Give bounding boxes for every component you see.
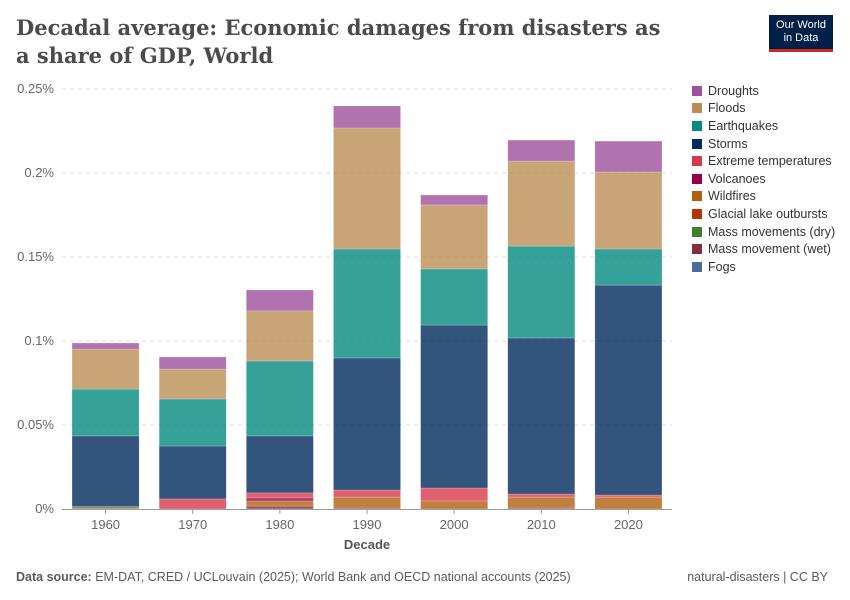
- bar-segment-earthquakes: [594, 248, 663, 286]
- legend-swatch: [692, 173, 702, 184]
- legend-swatch: [692, 208, 702, 219]
- legend-swatch: [692, 244, 702, 255]
- legend-item[interactable]: Volcanoes: [692, 170, 835, 188]
- bar-segment-floods: [594, 171, 663, 250]
- legend-label: Droughts: [708, 83, 759, 98]
- bar-segment-volcanoes: [246, 497, 314, 502]
- y-tick-label: 0.15%: [17, 249, 54, 264]
- legend-swatch: [692, 103, 702, 114]
- legend-label: Storms: [708, 136, 748, 151]
- logo-line1: Our World: [776, 19, 826, 31]
- legend-label: Earthquakes: [708, 118, 779, 133]
- bar-segment-wildfires: [420, 500, 488, 510]
- legend-item[interactable]: Storms: [692, 135, 835, 153]
- bar-segment-droughts: [420, 194, 488, 206]
- legend-swatch: [692, 226, 702, 237]
- legend-swatch: [692, 191, 702, 202]
- bar-segment-droughts: [246, 289, 314, 312]
- bar-segment-earthquakes: [158, 398, 227, 447]
- bar-segment-floods: [71, 348, 140, 390]
- data-source: Data source: EM-DAT, CRED / UCLouvain (2…: [16, 570, 571, 584]
- x-tick-label: 2010: [527, 517, 556, 532]
- y-tick-label: 0%: [35, 501, 54, 516]
- legend-item[interactable]: Floods: [692, 100, 835, 118]
- y-tick-label: 0.05%: [17, 417, 54, 432]
- bar-segment-floods: [333, 127, 401, 250]
- x-tick-label: 2000: [440, 517, 469, 532]
- logo-line2: in Data: [783, 32, 819, 44]
- bar-segment-storms: [333, 357, 401, 491]
- source-text: EM-DAT, CRED / UCLouvain (2025); World B…: [95, 570, 571, 584]
- bar-segment-mass-movement-wet-: [246, 505, 314, 510]
- bar-segment-floods: [420, 204, 488, 270]
- bar-segment-extreme-temperatures: [158, 498, 227, 510]
- legend-item[interactable]: Wildfires: [692, 188, 835, 206]
- legend-swatch: [692, 85, 702, 96]
- legend-item[interactable]: Fogs: [692, 258, 835, 276]
- bar-segment-wildfires: [507, 496, 576, 509]
- legend-item[interactable]: Mass movements (dry): [692, 223, 835, 241]
- bar-segment-earthquakes: [246, 360, 314, 437]
- bar-segment-earthquakes: [420, 268, 488, 326]
- legend: Droughts Floods Earthquakes Storms Extreme t…: [692, 82, 835, 276]
- x-tick-label: 1970: [178, 517, 207, 532]
- x-tick-label: 2020: [614, 517, 643, 532]
- bar-segment-storms: [246, 435, 314, 494]
- bar-segment-wildfires: [333, 496, 401, 509]
- bar-segment-wildfires: [246, 500, 314, 507]
- y-tick-label: 0.2%: [24, 165, 54, 180]
- x-tick-label: 1980: [265, 517, 294, 532]
- x-axis-label: Decade: [344, 537, 390, 552]
- bar-segment-droughts: [158, 356, 227, 370]
- bar-segment-extreme-temperatures: [507, 493, 576, 498]
- legend-label: Wildfires: [708, 189, 756, 204]
- bar-segment-droughts: [333, 105, 401, 129]
- legend-label: Glacial lake outbursts: [708, 206, 828, 221]
- legend-item[interactable]: Earthquakes: [692, 117, 835, 135]
- legend-label: Mass movement (wet): [708, 242, 831, 257]
- source-label: Data source:: [16, 570, 92, 584]
- bar-segment-storms: [594, 284, 663, 496]
- bar-segment-extreme-temperatures: [594, 494, 663, 498]
- chart-title: Decadal average: Economic damages from d…: [16, 15, 661, 68]
- legend-swatch: [692, 261, 702, 272]
- bar-segment-mass-movements-dry-: [71, 506, 140, 509]
- legend-swatch: [692, 156, 702, 167]
- legend-label: Floods: [708, 101, 746, 116]
- legend-swatch: [692, 138, 702, 149]
- bar-segment-storms: [420, 324, 488, 489]
- bar-segment-earthquakes: [333, 248, 401, 359]
- bar-segment-storms: [158, 445, 227, 500]
- legend-item[interactable]: Glacial lake outbursts: [692, 205, 835, 223]
- legend-item[interactable]: Droughts: [692, 82, 835, 100]
- owid-logo[interactable]: Our World in Data: [769, 15, 833, 52]
- bar-segment-storms: [71, 435, 140, 507]
- license[interactable]: natural-disasters | CC BY: [687, 570, 828, 584]
- legend-label: Volcanoes: [708, 171, 766, 186]
- y-tick-label: 0.25%: [17, 81, 54, 96]
- bar-segment-earthquakes: [507, 245, 576, 339]
- bar-segment-floods: [158, 368, 227, 400]
- legend-label: Fogs: [708, 259, 736, 274]
- bar-segment-extreme-temperatures: [246, 492, 314, 499]
- legend-swatch: [692, 120, 702, 131]
- bar-segment-droughts: [594, 140, 663, 173]
- bar-segment-floods: [507, 160, 576, 247]
- legend-label: Mass movements (dry): [708, 224, 836, 239]
- bar-segment-floods: [246, 310, 314, 362]
- legend-label: Extreme temperatures: [708, 154, 832, 169]
- bar-segment-droughts: [71, 342, 140, 350]
- bar-segment-droughts: [507, 139, 576, 162]
- bar-segment-earthquakes: [71, 388, 140, 437]
- legend-item[interactable]: Mass movement (wet): [692, 240, 835, 258]
- y-tick-label: 0.1%: [24, 333, 54, 348]
- bar-segment-wildfires: [594, 496, 663, 510]
- legend-item[interactable]: Extreme temperatures: [692, 152, 835, 170]
- bar-segment-storms: [507, 337, 576, 495]
- bar-segment-extreme-temperatures: [333, 489, 401, 498]
- x-tick-label: 1960: [91, 517, 120, 532]
- bar-segment-extreme-temperatures: [420, 487, 488, 502]
- x-tick-label: 1990: [353, 517, 382, 532]
